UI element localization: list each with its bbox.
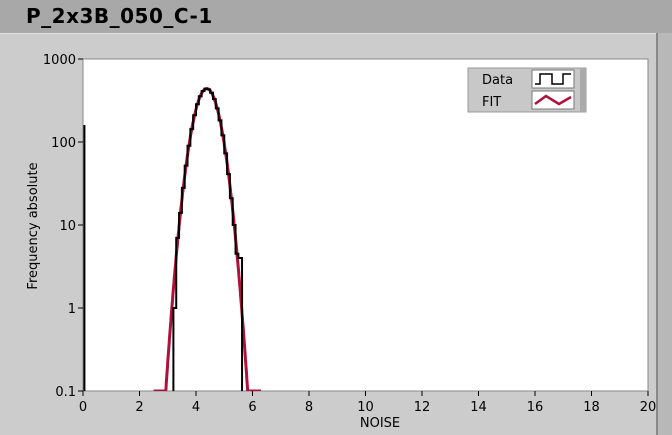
x-tick-label: 16 (527, 400, 544, 415)
y-tick-label: 100 (51, 136, 76, 151)
x-axis-label: NOISE (360, 416, 400, 431)
y-tick-label: 1 (68, 302, 76, 317)
x-tick-label: 14 (470, 400, 487, 415)
x-tick-label: 4 (192, 400, 200, 415)
x-tick-label: 10 (357, 400, 374, 415)
x-tick-label: 6 (248, 400, 256, 415)
x-tick-label: 2 (135, 400, 143, 415)
histogram-chart: 0.1 1 10 100 1000 0 2 4 6 8 10 12 14 16 18 20 NOISE Fr… (26, 53, 656, 431)
x-tick-label: 8 (305, 400, 313, 415)
x-tick-label: 18 (583, 400, 600, 415)
legend-label-data: Data (482, 73, 513, 88)
y-axis-label: Frequency absolute (26, 162, 41, 289)
scrollbar[interactable] (656, 33, 672, 435)
x-tick-label: 12 (414, 400, 431, 415)
legend-label-fit: FIT (482, 95, 501, 110)
title-bar: P_2x3B_050_C-1 (0, 0, 672, 33)
x-tick-label: 0 (79, 400, 87, 415)
window-title: P_2x3B_050_C-1 (26, 4, 213, 28)
data-histogram (172, 87, 244, 391)
x-tick-label: 20 (640, 400, 656, 415)
legend-swatch-data (531, 69, 575, 89)
y-tick-label: 0.1 (55, 385, 76, 400)
y-tick-label: 1000 (43, 53, 76, 68)
legend[interactable]: Data FIT (467, 67, 587, 113)
y-tick-label: 10 (59, 219, 76, 234)
